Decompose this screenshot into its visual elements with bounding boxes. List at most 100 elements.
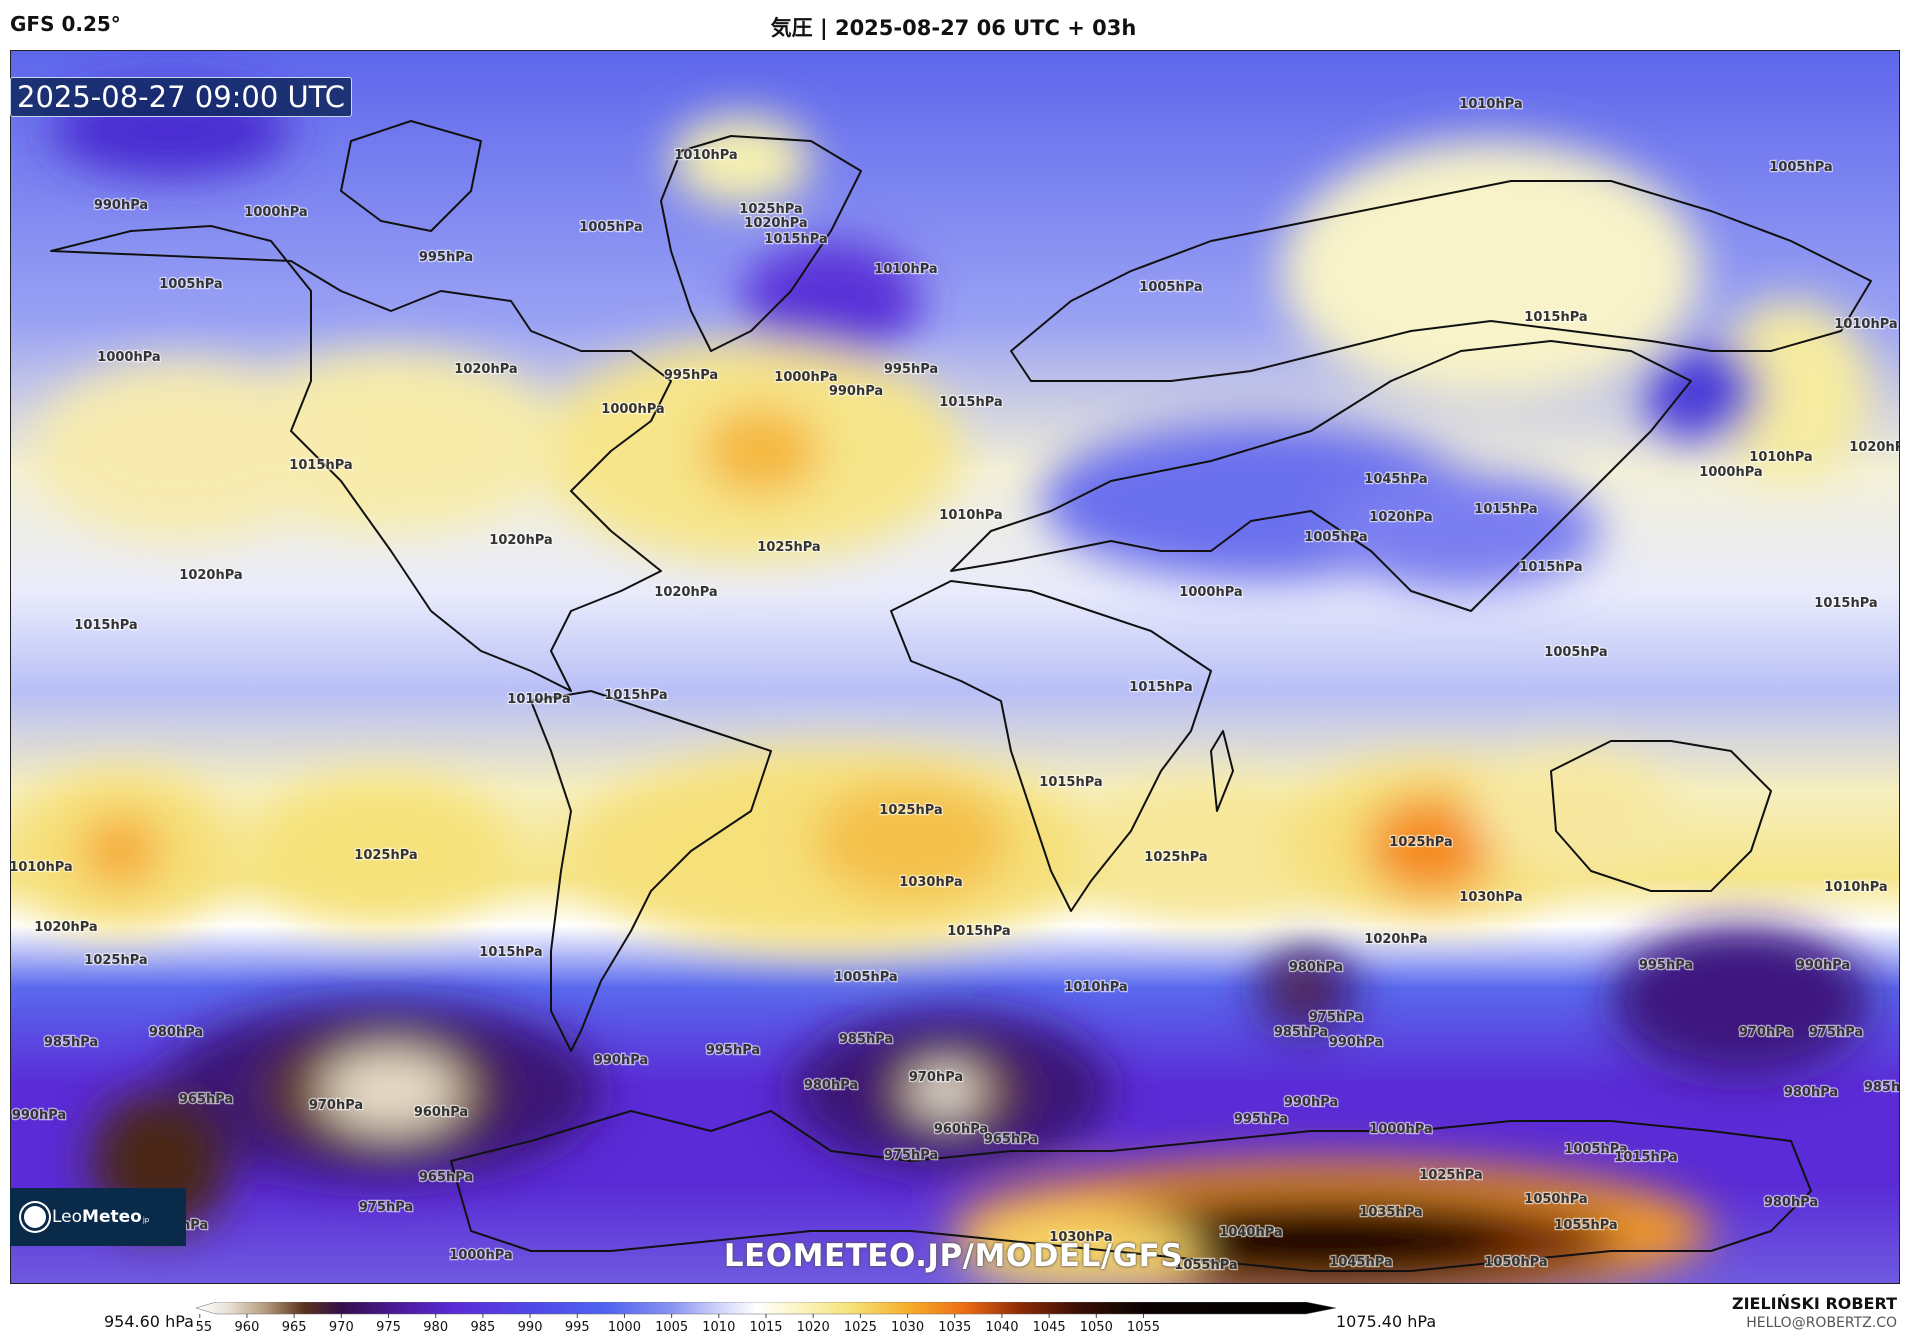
- legend-tick-label: 960: [235, 1320, 260, 1335]
- isobar-label: 1000hPa: [601, 402, 664, 417]
- legend-tick-label: 1005: [655, 1320, 688, 1335]
- isobar-label: 1015hPa: [947, 924, 1010, 939]
- isobar-label: 970hPa: [909, 1070, 963, 1085]
- isobar-label: 1050hPa: [1484, 1255, 1547, 1270]
- isobar-label: 995hPa: [1234, 1112, 1288, 1127]
- legend-area: 954.60 hPa 955 960 965 970 975 980 985 990 995 10…: [0, 1288, 1907, 1338]
- isobar-label: 1020hPa: [1364, 932, 1427, 947]
- isobar-label: 1005hPa: [579, 220, 642, 235]
- isobar-label: 985hPa: [1864, 1080, 1899, 1095]
- legend-tick-label: 1025: [844, 1320, 877, 1335]
- isobar-label: 1005hPa: [834, 970, 897, 985]
- isobar-label: 1015hPa: [1524, 310, 1587, 325]
- legend-tick-label: 970: [329, 1320, 354, 1335]
- isobar-label: 1015hPa: [1519, 560, 1582, 575]
- isobar-label: 990hPa: [1329, 1035, 1383, 1050]
- isobar-label: 1000hPa: [97, 350, 160, 365]
- isobar-label: 975hPa: [884, 1148, 938, 1163]
- isobar-label: 1020hPa: [34, 920, 97, 935]
- isobar-label: 1015hPa: [1039, 775, 1102, 790]
- isobar-label: 1055hPa: [1554, 1218, 1617, 1233]
- isobar-label: 1015hPa: [1614, 1150, 1677, 1165]
- isobar-label: 1010hPa: [939, 508, 1002, 523]
- isobar-label: 985hPa: [44, 1035, 98, 1050]
- legend-tick-label: 985: [470, 1320, 495, 1335]
- legend-tick-label: 965: [282, 1320, 307, 1335]
- isobar-label: 1015hPa: [1129, 680, 1192, 695]
- isobar-label: 990hPa: [829, 384, 883, 399]
- isobar-label: 1025hPa: [739, 202, 802, 217]
- isobar-label: 985hPa: [839, 1032, 893, 1047]
- isobar-label: 1025hPa: [354, 848, 417, 863]
- isobar-label: 1010hPa: [1834, 317, 1897, 332]
- legend-tick-label: 980: [423, 1320, 448, 1335]
- isobar-label: 1045hPa: [1329, 1255, 1392, 1270]
- pressure-map: 1010hPa 1005hPa 990hPa 1000hPa 1010hPa 1025hP…: [10, 50, 1900, 1284]
- legend-tick-label: 990: [518, 1320, 543, 1335]
- isobar-label: 1005hPa: [1139, 280, 1202, 295]
- isobar-label: 970hPa: [309, 1098, 363, 1113]
- isobar-label: 1000hPa: [774, 370, 837, 385]
- isobar-label: 1005hPa: [159, 277, 222, 292]
- legend-color-bar: 955 960 965 970 975 980 985 990 995 1000 1005 1010 1…: [196, 1302, 1336, 1335]
- isobar-label: 990hPa: [94, 198, 148, 213]
- isobar-label: 1005hPa: [1304, 530, 1367, 545]
- isobar-label: 965hPa: [179, 1092, 233, 1107]
- isobar-label: 1010hPa: [507, 692, 570, 707]
- legend-tick-label: 1045: [1033, 1320, 1066, 1335]
- legend-tick-label: 1020: [797, 1320, 830, 1335]
- legend-tick-label: 1055: [1127, 1320, 1160, 1335]
- sun-icon: [24, 1206, 46, 1228]
- isobar-label: 990hPa: [12, 1108, 66, 1123]
- legend-tick-label: 1015: [749, 1320, 782, 1335]
- isobar-label: 1005hPa: [1769, 160, 1832, 175]
- isobar-label: 1015hPa: [74, 618, 137, 633]
- isobar-label: 1010hPa: [1459, 97, 1522, 112]
- isobar-label: 1015hPa: [1474, 502, 1537, 517]
- coastlines: [50, 120, 1872, 1272]
- isobar-label: 1010hPa: [874, 262, 937, 277]
- isobar-label: 1015hPa: [289, 458, 352, 473]
- leometeo-logo[interactable]: LeoMeteojp: [10, 1188, 186, 1246]
- legend-tick-label: 1000: [608, 1320, 641, 1335]
- isobar-label: 1020hPa: [489, 533, 552, 548]
- isobar-label: 980hPa: [1289, 960, 1343, 975]
- isobar-label: 1000hPa: [1369, 1122, 1432, 1137]
- legend-tick-label: 1050: [1080, 1320, 1113, 1335]
- isobar-label: 1025hPa: [757, 540, 820, 555]
- isobar-label: 995hPa: [706, 1043, 760, 1058]
- isobar-label: 965hPa: [419, 1170, 473, 1185]
- logo-text: LeoMeteojp: [52, 1207, 150, 1227]
- isobar-label: 995hPa: [1639, 958, 1693, 973]
- isobar-label: 1025hPa: [1389, 835, 1452, 850]
- isobar-label: 1015hPa: [764, 232, 827, 247]
- isobar-label: 1055hPa: [1174, 1258, 1237, 1273]
- isobar-label: 990hPa: [1284, 1095, 1338, 1110]
- isobar-label: 1015hPa: [1814, 596, 1877, 611]
- site-watermark: LEOMETEO.JP/MODEL/GFS: [723, 1238, 1184, 1274]
- isobar-label: 985hPa: [1274, 1025, 1328, 1040]
- isobar-label: 1035hPa: [1359, 1205, 1422, 1220]
- isobar-label: 995hPa: [419, 250, 473, 265]
- legend-tick-label: 955: [196, 1320, 212, 1335]
- isobar-label: 1005hPa: [1564, 1142, 1627, 1157]
- pressure-systems: [11, 86, 1871, 1283]
- isobar-label: 980hPa: [1764, 1195, 1818, 1210]
- isobar-label: 990hPa: [594, 1053, 648, 1068]
- legend-tick-label: 1030: [891, 1320, 924, 1335]
- isobar-label: 975hPa: [1809, 1025, 1863, 1040]
- isobar-label: 1015hPa: [939, 395, 1002, 410]
- isobar-label: 1020hPa: [179, 568, 242, 583]
- isobar-label: 960hPa: [934, 1122, 988, 1137]
- isobar-label: 1025hPa: [1419, 1168, 1482, 1183]
- valid-time-badge: 2025-08-27 09:00 UTC: [10, 77, 353, 117]
- isobar-label: 980hPa: [804, 1078, 858, 1093]
- isobar-label: 1050hPa: [1524, 1192, 1587, 1207]
- author-credit: ZIELIŃSKI ROBERT HELLO@ROBERTZ.CO: [1732, 1294, 1897, 1331]
- isobar-label: 1025hPa: [879, 803, 942, 818]
- isobar-label: 975hPa: [359, 1200, 413, 1215]
- model-name: GFS 0.25°: [10, 12, 121, 36]
- isobar-label: 1030hPa: [899, 875, 962, 890]
